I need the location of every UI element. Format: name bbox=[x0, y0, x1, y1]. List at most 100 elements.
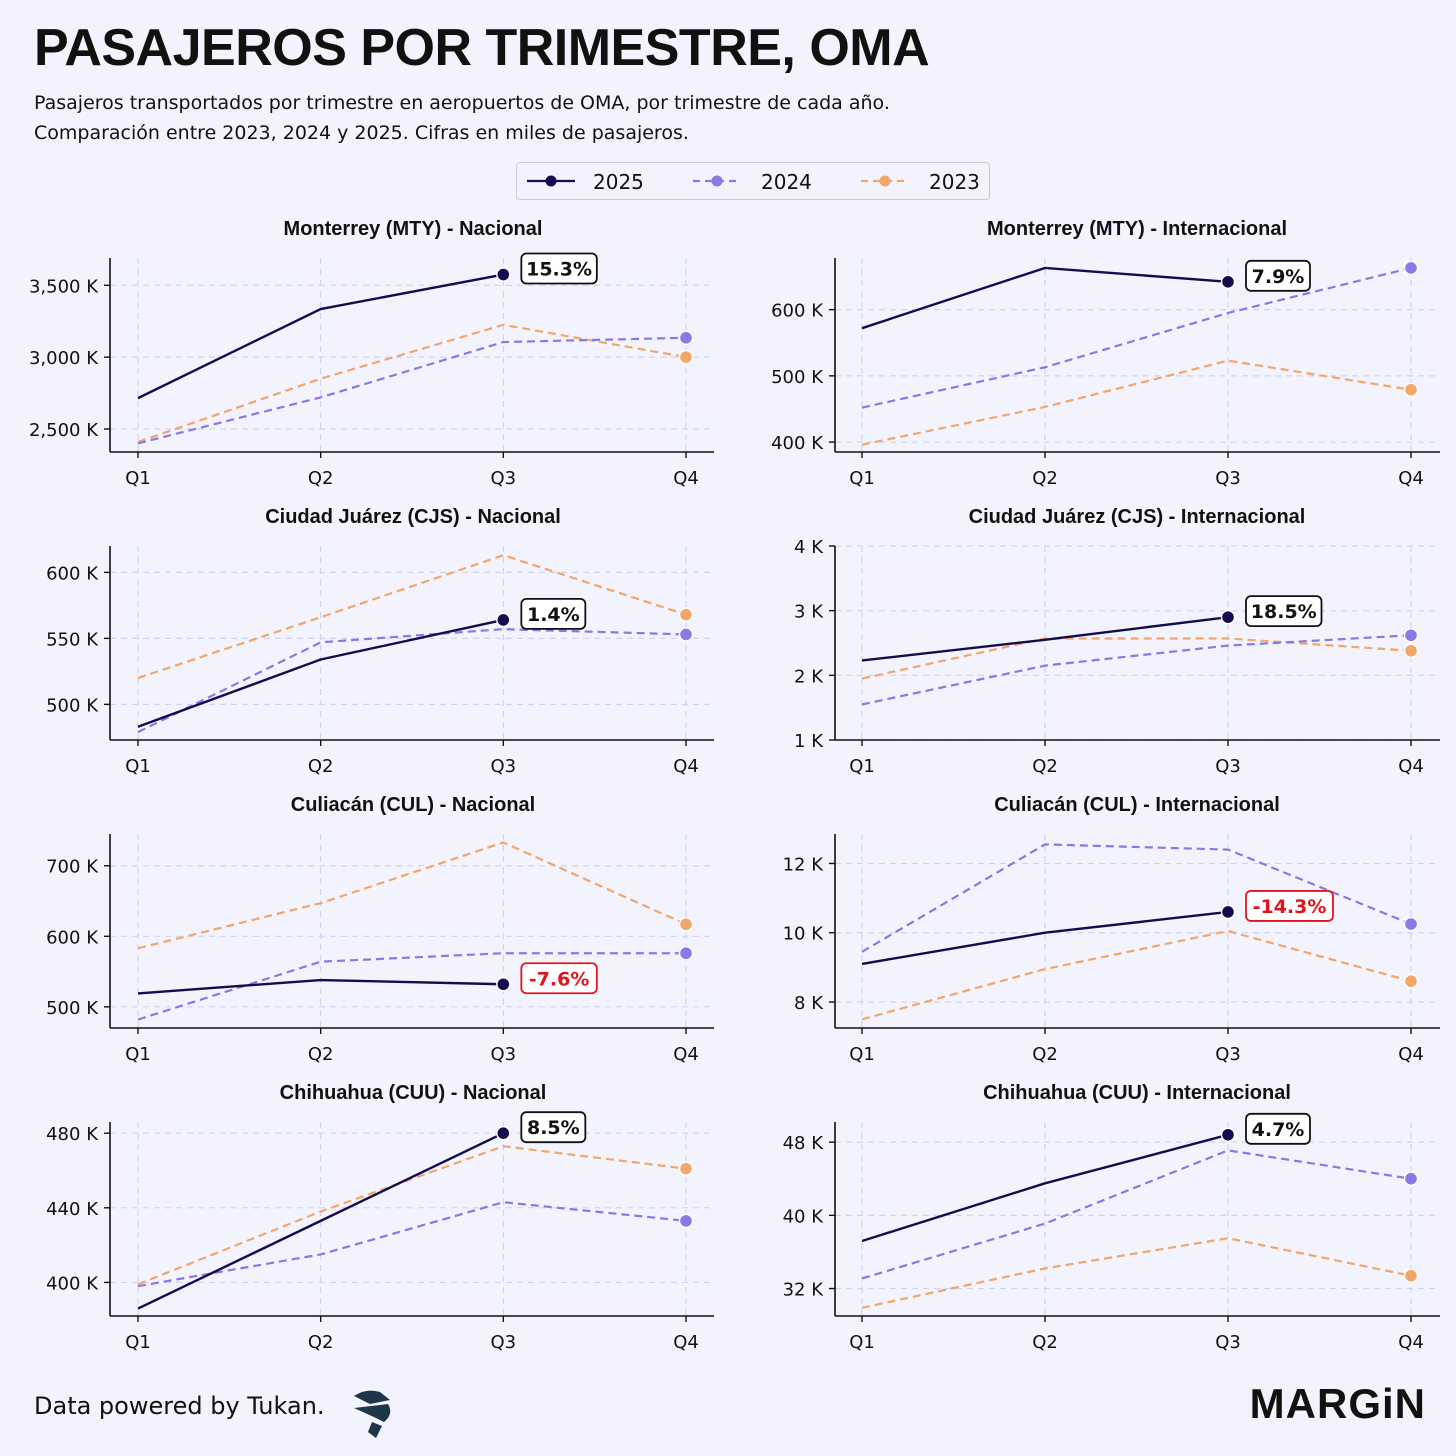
subtitle-line-1: Pasajeros transportados por trimestre en… bbox=[34, 92, 890, 114]
y-tick-label: 500 K bbox=[46, 998, 99, 1019]
series-line-2023 bbox=[137, 323, 687, 443]
chart-panel-8: Chihuahua (CUU) - Internacional 32 K 40 K 4… bbox=[783, 1082, 1440, 1353]
series-end-marker-2024 bbox=[678, 946, 694, 961]
chart-panel-1: Monterrey (MTY) - Nacional 2,500 K 3,000 K… bbox=[29, 218, 714, 489]
series-line-2024 bbox=[861, 1149, 1412, 1280]
y-tick-label: 400 K bbox=[46, 1273, 99, 1294]
series-line-2024 bbox=[861, 843, 1412, 953]
chart-title: Culiacán (CUL) - Nacional bbox=[291, 794, 535, 816]
series-end-marker-2025 bbox=[496, 1125, 511, 1141]
series-line-2023 bbox=[861, 1237, 1412, 1309]
x-tick-label: Q4 bbox=[1398, 1044, 1424, 1065]
series-end-marker-2023 bbox=[678, 917, 694, 932]
series-line-2025 bbox=[861, 615, 1229, 662]
legend-marker-2025 bbox=[545, 175, 557, 187]
series-line-2025 bbox=[861, 266, 1229, 330]
annotation-label: 4.7% bbox=[1252, 1119, 1305, 1141]
series-line-2024 bbox=[137, 628, 687, 734]
legend-label-2024: 2024 bbox=[761, 170, 812, 194]
annotation-label: 15.3% bbox=[526, 259, 592, 281]
series-end-marker-2023 bbox=[678, 1161, 694, 1176]
y-tick-label: 3,500 K bbox=[29, 276, 99, 297]
series-line-2023 bbox=[137, 841, 687, 950]
x-tick-label: Q2 bbox=[308, 1332, 334, 1353]
series-line-2023 bbox=[137, 1145, 687, 1286]
series-end-marker-2024 bbox=[1403, 628, 1419, 643]
x-tick-label: Q1 bbox=[125, 756, 151, 777]
y-tick-label: 2,500 K bbox=[29, 420, 99, 441]
subtitle-line-2: Comparación entre 2023, 2024 y 2025. Cif… bbox=[34, 122, 689, 144]
x-tick-label: Q3 bbox=[1215, 756, 1241, 777]
legend-marker-2024 bbox=[711, 175, 723, 187]
x-tick-label: Q4 bbox=[1398, 756, 1424, 777]
x-tick-label: Q3 bbox=[491, 1332, 517, 1353]
series-end-marker-2025 bbox=[1220, 904, 1236, 920]
chart-panel-2: Monterrey (MTY) - Internacional 400 K 500 … bbox=[771, 218, 1440, 489]
annotation-box bbox=[1245, 595, 1323, 628]
y-tick-label: 1 K bbox=[794, 731, 824, 752]
series-line-2024 bbox=[861, 266, 1412, 409]
y-tick-label: 440 K bbox=[46, 1199, 99, 1220]
x-tick-label: Q2 bbox=[308, 468, 334, 489]
annotation-box bbox=[520, 1111, 587, 1144]
x-tick-label: Q1 bbox=[125, 468, 151, 489]
x-tick-label: Q1 bbox=[849, 1332, 875, 1353]
x-tick-label: Q2 bbox=[1032, 756, 1058, 777]
x-tick-label: Q3 bbox=[491, 468, 517, 489]
x-tick-label: Q3 bbox=[1215, 468, 1241, 489]
series-end-marker-2023 bbox=[1403, 643, 1419, 658]
x-tick-label: Q3 bbox=[491, 1044, 517, 1065]
series-end-marker-2025 bbox=[496, 977, 511, 992]
y-tick-label: 480 K bbox=[46, 1124, 99, 1145]
y-tick-label: 700 K bbox=[46, 857, 99, 878]
y-tick-label: 500 K bbox=[46, 695, 99, 716]
annotation-label: 1.4% bbox=[527, 604, 580, 626]
series-end-marker-2025 bbox=[1220, 1127, 1236, 1143]
series-end-marker-2023 bbox=[1403, 974, 1419, 989]
legend-marker-2023 bbox=[879, 175, 891, 187]
y-tick-label: 600 K bbox=[46, 563, 99, 584]
series-line-2023 bbox=[861, 929, 1412, 1021]
series-line-2024 bbox=[861, 634, 1412, 706]
x-tick-label: Q1 bbox=[125, 1044, 151, 1065]
annotation-label: 7.9% bbox=[1252, 266, 1305, 288]
x-tick-label: Q4 bbox=[673, 1332, 699, 1353]
series-end-marker-2024 bbox=[678, 627, 694, 642]
x-tick-label: Q4 bbox=[673, 756, 699, 777]
series-end-marker-2024 bbox=[1403, 916, 1419, 932]
series-end-marker-2023 bbox=[1403, 1268, 1419, 1283]
x-tick-label: Q4 bbox=[1398, 1332, 1424, 1353]
chart-title: Ciudad Juárez (CJS) - Internacional bbox=[969, 506, 1306, 528]
series-end-marker-2024 bbox=[1403, 260, 1419, 276]
series-line-2023 bbox=[861, 637, 1412, 680]
y-tick-label: 4 K bbox=[794, 537, 824, 558]
annotation-label: -7.6% bbox=[529, 968, 590, 990]
x-tick-label: Q1 bbox=[849, 756, 875, 777]
annotation-label: -14.3% bbox=[1253, 896, 1327, 918]
legend-svg: 2025 2024 2023 bbox=[527, 170, 980, 194]
y-tick-label: 400 K bbox=[771, 433, 824, 454]
x-tick-label: Q1 bbox=[125, 1332, 151, 1353]
x-tick-label: Q1 bbox=[849, 468, 875, 489]
chart-title: Chihuahua (CUU) - Internacional bbox=[983, 1082, 1291, 1104]
y-tick-label: 48 K bbox=[783, 1133, 825, 1154]
legend-label-2025: 2025 bbox=[593, 170, 644, 194]
annotation-box bbox=[1245, 1112, 1311, 1145]
y-tick-label: 600 K bbox=[771, 301, 824, 322]
annotation-box bbox=[1245, 890, 1334, 922]
y-tick-label: 8 K bbox=[794, 993, 824, 1014]
y-tick-label: 12 K bbox=[783, 854, 825, 875]
annotation-box bbox=[1245, 259, 1311, 292]
x-tick-label: Q2 bbox=[308, 756, 334, 777]
x-tick-label: Q3 bbox=[1215, 1332, 1241, 1353]
chart-title: Monterrey (MTY) - Nacional bbox=[284, 218, 543, 240]
chart-panel-6: Culiacán (CUL) - Internacional 8 K 10 K 12 … bbox=[783, 794, 1440, 1065]
x-tick-label: Q2 bbox=[1032, 1332, 1058, 1353]
chart-title: Ciudad Juárez (CJS) - Nacional bbox=[265, 506, 561, 528]
x-tick-label: Q3 bbox=[491, 756, 517, 777]
y-tick-label: 2 K bbox=[794, 666, 824, 687]
series-line-2024 bbox=[137, 336, 687, 445]
legend: 2025 2024 2023 bbox=[516, 162, 990, 200]
y-tick-label: 32 K bbox=[783, 1280, 825, 1301]
page-title: PASAJEROS POR TRIMESTRE, OMA bbox=[34, 19, 930, 77]
